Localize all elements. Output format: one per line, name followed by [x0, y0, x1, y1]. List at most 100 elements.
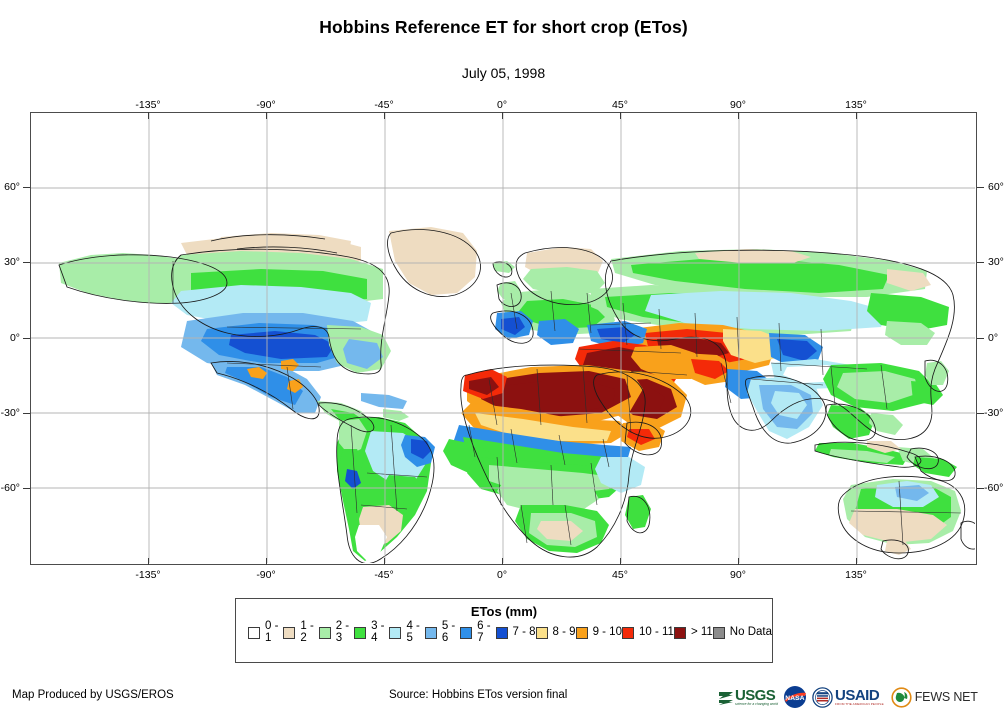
- gridline-layer: [31, 113, 975, 563]
- lat-label-right: 0°: [988, 332, 999, 344]
- legend-label: 0 - 1: [265, 620, 279, 644]
- legend-swatch-6-7: [460, 626, 473, 639]
- fews-net-logo[interactable]: FEWS NET: [891, 684, 978, 710]
- legend-label: 1 - 2: [300, 620, 314, 644]
- lon-tick-top: [148, 112, 149, 119]
- lon-tick-bottom: [384, 558, 385, 565]
- lat-tick-right: [977, 413, 984, 414]
- legend-item[interactable]: 8 - 9: [535, 624, 576, 641]
- legend-item[interactable]: 10 - 11: [621, 624, 674, 641]
- fews-globe-icon: [891, 686, 912, 708]
- legend-swatch-0-1: [248, 626, 260, 639]
- legend-item[interactable]: 1 - 2: [283, 620, 318, 644]
- usgs-logo-tagline: science for a changing world: [735, 701, 778, 706]
- lat-tick-left: [23, 413, 30, 414]
- lon-label-top: 90°: [730, 99, 746, 111]
- lat-label-left: 0°: [9, 332, 20, 344]
- usaid-logo-tagline: FROM THE AMERICAN PEOPLE: [834, 701, 884, 706]
- legend-label: 3 - 4: [371, 620, 385, 644]
- legend-item[interactable]: 5 - 6: [424, 620, 460, 644]
- legend-label: No Data: [729, 625, 772, 638]
- legend-item[interactable]: 0 - 1: [248, 620, 283, 644]
- lat-label-left: 60°: [4, 181, 20, 193]
- legend-item[interactable]: > 11: [673, 624, 713, 641]
- map-canvas[interactable]: [30, 112, 977, 565]
- usgs-logo-text: USGS: [735, 686, 776, 704]
- lon-label-bottom: 90°: [730, 569, 746, 581]
- legend-label: 4 - 5: [406, 620, 420, 644]
- map-legend: ETos (mm) 0 - 1 1 - 2 2 - 3 3 - 4 4 - 5 …: [235, 598, 773, 663]
- legend-swatch-7-8: [495, 626, 508, 639]
- lon-tick-bottom: [502, 558, 503, 565]
- usaid-logo-text: USAID: [834, 686, 880, 704]
- lon-label-bottom: 45°: [612, 569, 628, 581]
- lon-label-bottom: -90°: [256, 569, 276, 581]
- lon-tick-bottom: [266, 558, 267, 565]
- lon-label-top: -90°: [256, 99, 276, 111]
- legend-label: > 11: [690, 625, 713, 638]
- legend-label: 7 - 8: [512, 625, 536, 638]
- usgs-logo[interactable]: USGS science for a changing world: [718, 684, 778, 710]
- lat-label-left: 30°: [4, 256, 20, 268]
- legend-swatch-8-9: [535, 626, 548, 639]
- lon-tick-top: [502, 112, 503, 119]
- lon-tick-bottom: [620, 558, 621, 565]
- legend-label: 9 - 10: [592, 625, 622, 638]
- usaid-seal-icon: [812, 686, 833, 708]
- lon-tick-bottom: [148, 558, 149, 565]
- lat-tick-right: [977, 187, 984, 188]
- legend-item[interactable]: 6 - 7: [460, 620, 495, 644]
- legend-label: 8 - 9: [552, 625, 576, 638]
- legend-item[interactable]: 7 - 8: [495, 624, 536, 641]
- lat-tick-right: [977, 338, 984, 339]
- lat-tick-left: [23, 187, 30, 188]
- page-subtitle: July 05, 1998: [461, 65, 546, 81]
- coastline-layer: [58, 229, 975, 563]
- legend-swatch-3-4: [354, 626, 367, 639]
- legend-label: 6 - 7: [477, 620, 491, 644]
- legend-item[interactable]: 3 - 4: [354, 620, 389, 644]
- lat-tick-right: [977, 262, 984, 263]
- lat-label-left: -60°: [0, 482, 20, 494]
- usaid-logo[interactable]: USAID FROM THE AMERICAN PEOPLE: [812, 684, 884, 710]
- fews-net-logo-text: FEWS NET: [914, 690, 978, 704]
- lat-tick-left: [23, 262, 30, 263]
- legend-swatch-4-5: [389, 626, 402, 639]
- legend-item[interactable]: 9 - 10: [575, 624, 622, 641]
- legend-swatch-9-10: [575, 626, 588, 639]
- lon-tick-top: [266, 112, 267, 119]
- legend-item[interactable]: 2 - 3: [318, 620, 354, 643]
- lat-label-left: -30°: [0, 407, 20, 419]
- legend-item[interactable]: 4 - 5: [389, 620, 424, 644]
- legend-label: 5 - 6: [441, 620, 456, 644]
- lon-tick-bottom: [738, 558, 739, 565]
- lon-tick-top: [384, 112, 385, 119]
- lat-label-right: -30°: [984, 407, 1004, 419]
- footer-source: Source: Hobbins ETos version final: [389, 689, 568, 701]
- lat-label-right: 60°: [988, 181, 1004, 193]
- world-map-svg: [31, 113, 975, 563]
- lon-label-bottom: -135°: [135, 569, 161, 581]
- lon-label-top: 0°: [496, 99, 508, 111]
- nasa-meatball-icon: NASA: [783, 686, 806, 708]
- lat-label-right: 30°: [988, 256, 1004, 268]
- page-title: Hobbins Reference ET for short crop (ETo…: [319, 17, 688, 37]
- lon-label-bottom: -45°: [374, 569, 394, 581]
- lon-tick-top: [620, 112, 621, 119]
- nasa-logo[interactable]: NASA: [783, 684, 807, 710]
- svg-text:NASA: NASA: [785, 695, 805, 702]
- lat-tick-left: [23, 338, 30, 339]
- legend-swatch-10-11: [621, 626, 634, 639]
- legend-item[interactable]: No Data: [712, 624, 772, 641]
- legend-swatch-5-6: [424, 626, 437, 639]
- footer-producer: Map Produced by USGS/EROS: [12, 689, 174, 701]
- lon-label-top: -135°: [135, 99, 161, 111]
- legend-title: ETos (mm): [470, 604, 538, 619]
- legend-items: 0 - 1 1 - 2 2 - 3 3 - 4 4 - 5 5 - 6 6 - …: [248, 620, 772, 644]
- lat-tick-right: [977, 488, 984, 489]
- lat-label-right: -60°: [984, 482, 1004, 494]
- lon-label-top: 135°: [845, 99, 867, 111]
- usgs-wave-icon: [719, 692, 733, 705]
- lon-label-bottom: 135°: [845, 569, 867, 581]
